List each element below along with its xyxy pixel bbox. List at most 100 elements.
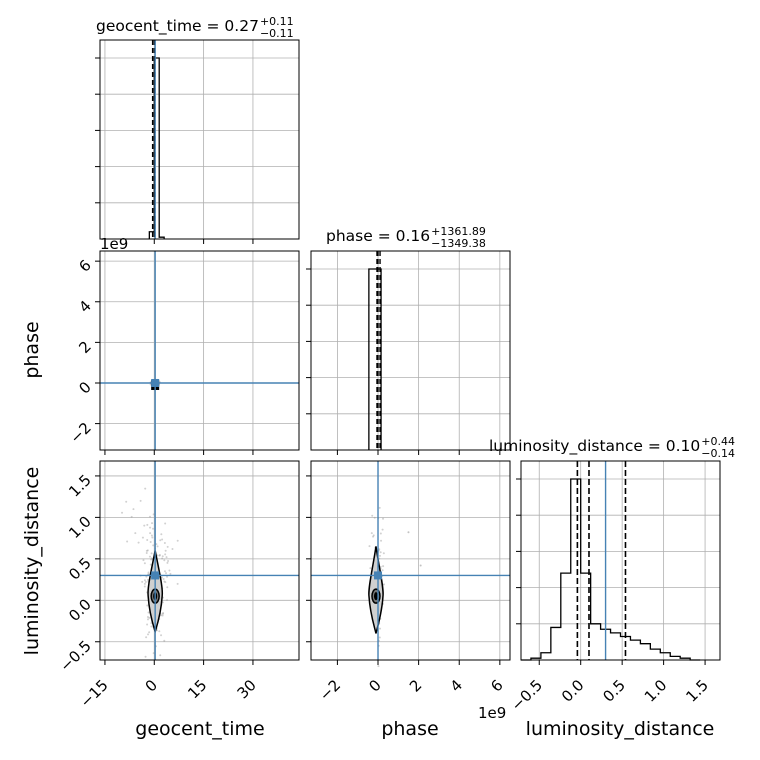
scatter-point (145, 636, 148, 639)
scatter-point (146, 604, 149, 607)
scatter-point (380, 539, 383, 542)
ylabel-phase: phase (21, 321, 43, 378)
scatter-point (167, 559, 170, 562)
scatter-point (163, 580, 166, 583)
scatter-point (176, 582, 179, 585)
scatter-point (373, 516, 376, 519)
scatter-point (378, 636, 381, 639)
x-tick-label: 0 (142, 676, 161, 695)
scatter-point (368, 545, 371, 548)
scatter-point (150, 557, 153, 560)
scatter-point (150, 558, 153, 561)
offset-text-phase: 1e9 (100, 235, 128, 253)
title-luminosity_distance-prefix: luminosity_distance = 0.10 (489, 437, 700, 456)
panel-2d-phase-luminosity_distance-bg (311, 461, 510, 660)
x-tick-label: −0.5 (508, 676, 546, 714)
scatter-point (152, 527, 155, 530)
scatter-point (126, 540, 129, 543)
scatter-point (163, 639, 166, 642)
offset-text-phase-x: 1e9 (478, 704, 506, 722)
scatter-point (160, 634, 163, 637)
scatter-point (419, 564, 422, 567)
scatter-point (142, 559, 145, 562)
x-tick-label: 30 (234, 676, 260, 702)
panel-hist-geocent_time (95, 39, 300, 244)
scatter-point (137, 541, 140, 544)
scatter-point (141, 580, 144, 583)
scatter-point (148, 616, 151, 619)
scatter-point (147, 618, 150, 621)
title-luminosity_distance-sup: +0.44 (701, 435, 735, 448)
scatter-point (161, 555, 164, 558)
scatter-point (148, 631, 151, 634)
scatter-point (158, 630, 161, 633)
scatter-point (145, 575, 148, 578)
x-tick-label: 0.5 (599, 676, 629, 706)
scatter-point (130, 515, 133, 518)
x-tick-label: 15 (184, 676, 210, 702)
x-tick-label: 2 (406, 676, 425, 695)
scatter-point (166, 586, 169, 589)
panel-2d-phase-luminosity_distance: −2 0 2 4 6 (306, 460, 511, 704)
scatter-point (150, 552, 153, 555)
panel-hist-luminosity_distance-frame (520, 460, 721, 661)
truth-marker (151, 571, 160, 580)
scatter-point (164, 553, 167, 556)
panel-2d-geocent_time-luminosity_distance-bg (100, 461, 299, 660)
truth-marker (151, 378, 160, 387)
scatter-point (168, 569, 171, 572)
title-phase-prefix: phase = 0.16 (326, 227, 430, 245)
scatter-point (150, 625, 153, 628)
x-tick-label: 1.0 (641, 676, 671, 706)
ylabel-luminosity_distance: luminosity_distance (21, 467, 43, 656)
scatter-point (162, 611, 165, 614)
scatter-point (382, 565, 385, 568)
panel-2d-geocent_time-luminosity_distance-frame (99, 460, 300, 661)
scatter-point (146, 523, 149, 526)
scatter-point (143, 579, 146, 582)
scatter-point (160, 614, 163, 617)
scatter-point (166, 575, 169, 578)
title-geocent_time-prefix: geocent_time = 0.27 (96, 17, 259, 36)
scatter-point (382, 552, 385, 555)
scatter-point (372, 534, 375, 537)
scatter-point (143, 585, 146, 588)
scatter-point (383, 583, 386, 586)
scatter-point (171, 547, 174, 550)
scatter-point (160, 533, 163, 536)
xlabel-geocent_time: geocent_time (135, 718, 264, 740)
y-tick-label: 2 (75, 337, 94, 356)
scatter-point (152, 652, 155, 655)
histogram-step (148, 57, 165, 239)
title-geocent_time-sub: −0.11 (260, 27, 294, 40)
scatter-point (161, 612, 164, 615)
scatter-point (144, 487, 147, 490)
x-tick-label: 6 (487, 676, 506, 695)
scatter-point (379, 532, 382, 535)
x-tick-label: 4 (447, 676, 466, 695)
scatter-point (379, 627, 382, 630)
scatter-point (149, 526, 152, 529)
scatter-point (148, 515, 151, 518)
scatter-point (378, 506, 381, 509)
histogram-step (521, 478, 701, 661)
scatter-point (160, 576, 163, 579)
scatter-point (147, 611, 150, 614)
scatter-point (165, 572, 168, 575)
scatter-point (149, 563, 152, 566)
scatter-point (146, 549, 149, 552)
scatter-point (148, 555, 151, 558)
scatter-point (149, 383, 152, 386)
y-tick-label: 0.5 (65, 554, 95, 584)
scatter-point (164, 549, 167, 552)
scatter-point (169, 572, 172, 575)
x-tick-label: 0.0 (558, 676, 588, 706)
scatter-point (159, 539, 162, 542)
scatter-point (144, 655, 147, 658)
y-tick-label: −2 (66, 419, 94, 447)
y-tick-label: 0 (75, 378, 94, 397)
panel-hist-geocent_time-bg (100, 40, 299, 239)
scatter-point (369, 567, 372, 570)
scatter-point (166, 545, 169, 548)
